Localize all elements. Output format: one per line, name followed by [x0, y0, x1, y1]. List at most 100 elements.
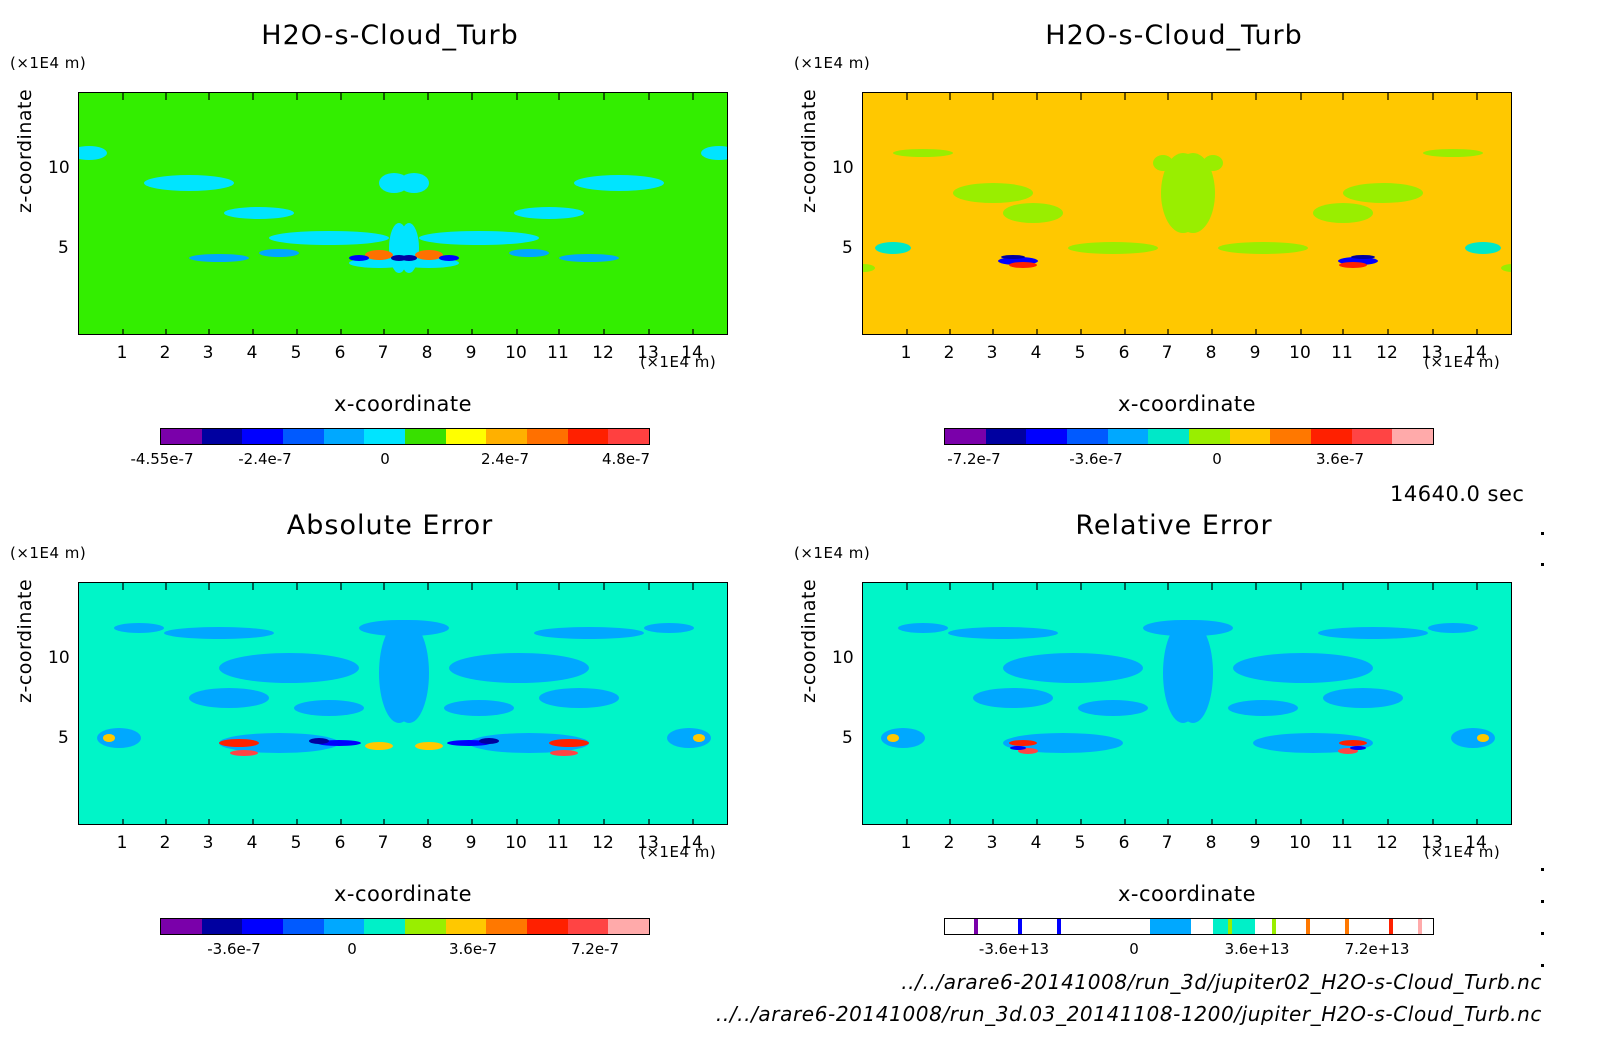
contour-region — [365, 250, 393, 260]
x-tick-label: 14 — [1465, 343, 1487, 363]
colorbar-tick-label: 4.8e-7 — [601, 450, 651, 468]
contour-region — [1233, 653, 1373, 683]
colorbar-tick-label: 3.6e+13 — [1224, 940, 1290, 958]
contour-region — [1003, 733, 1123, 753]
x-axis-label: x-coordinate — [333, 882, 472, 906]
contour-region — [1009, 740, 1037, 746]
contour-region — [444, 700, 514, 716]
colorbar-swatch — [945, 429, 986, 444]
margin-dot — [1541, 932, 1544, 935]
panel-h2o-top-right: H2O-s-Cloud_Turb (×1E4 m) z-coordinate 1… — [784, 0, 1564, 470]
colorbar — [160, 428, 650, 445]
contour-region — [439, 255, 459, 261]
contour-region — [1003, 203, 1063, 223]
contour-region — [1228, 700, 1298, 716]
colorbar-tick-label: -2.4e-7 — [238, 450, 292, 468]
contour-region — [224, 207, 294, 219]
x-tick-label: 8 — [421, 343, 433, 363]
contour-region — [1451, 728, 1495, 748]
contour-region — [644, 623, 694, 633]
contour-region — [103, 734, 115, 742]
x-tick-label: 9 — [465, 343, 477, 363]
x-axis-label: x-coordinate — [333, 392, 472, 416]
x-unit-label: (×1E4 m) — [1424, 353, 1501, 371]
contour-region — [399, 173, 429, 193]
contour-region — [1477, 734, 1489, 742]
y-tick-label: 10 — [48, 648, 70, 668]
contour-region — [559, 254, 619, 262]
x-tick-label: 2 — [943, 343, 955, 363]
colorbar-swatch — [1418, 919, 1423, 934]
contour-region — [189, 254, 249, 262]
contour-region — [1423, 149, 1483, 157]
y-unit-label: (×1E4 m) — [794, 544, 871, 562]
contour-region — [887, 734, 899, 742]
colorbar-swatch — [1228, 919, 1233, 934]
contour-region — [701, 146, 727, 160]
colorbar-tick-label: 3.6e-7 — [1315, 450, 1365, 468]
colorbar-swatch — [364, 919, 406, 934]
x-tick-label: 3 — [986, 833, 998, 853]
x-tick-label: 1 — [116, 343, 128, 363]
x-tick-label: 4 — [246, 833, 258, 853]
y-axis-label: z-coordinate — [14, 578, 36, 703]
x-tick-label: 6 — [1118, 343, 1130, 363]
x-tick-label: 4 — [1030, 833, 1042, 853]
colorbar-swatch — [1148, 429, 1190, 444]
contour-region — [1171, 153, 1215, 233]
y-tick-label: 5 — [842, 728, 853, 748]
colorbar-tick-label: 0 — [1129, 940, 1139, 958]
x-tick-label: 7 — [377, 343, 389, 363]
panel-title: H2O-s-Cloud_Turb — [1045, 20, 1303, 51]
y-axis-label: z-coordinate — [798, 578, 820, 703]
panel-h2o-top-left: H2O-s-Cloud_Turb (×1E4 m) z-coordinate 1… — [0, 0, 780, 470]
contour-region — [419, 231, 539, 245]
colorbar-swatch — [1345, 919, 1350, 934]
colorbar-swatch — [1389, 919, 1394, 934]
x-tick-label: 11 — [547, 833, 569, 853]
x-tick-label: 7 — [1161, 343, 1173, 363]
colorbar-swatch — [1392, 429, 1434, 444]
x-tick-label: 14 — [681, 343, 703, 363]
colorbar-swatch — [1149, 919, 1192, 934]
file-path-2: ../../arare6-20141008/run_3d.03_20141108… — [715, 1002, 1542, 1026]
contour-region — [294, 700, 364, 716]
x-tick-label: 14 — [681, 833, 703, 853]
colorbar-swatch — [486, 429, 528, 444]
y-tick-label: 10 — [832, 648, 854, 668]
colorbar-swatch — [1311, 429, 1352, 444]
contour-region — [79, 146, 107, 160]
x-unit-label: (×1E4 m) — [640, 353, 717, 371]
contour-region — [875, 242, 911, 254]
x-tick-label: 2 — [943, 833, 955, 853]
contour-region — [1343, 183, 1423, 203]
contour-region — [415, 742, 443, 750]
margin-dot — [1541, 900, 1544, 903]
x-tick-label: 8 — [1205, 343, 1217, 363]
colorbar-swatch — [161, 429, 202, 444]
x-tick-label: 9 — [1249, 833, 1261, 853]
x-tick-label: 12 — [592, 343, 614, 363]
x-tick-label: 13 — [637, 833, 659, 853]
colorbar-swatch — [445, 919, 487, 934]
contour-region — [693, 734, 705, 742]
x-tick-label: 2 — [159, 833, 171, 853]
x-tick-label: 11 — [1331, 343, 1353, 363]
contour-region — [667, 728, 711, 748]
colorbar-swatch — [283, 429, 324, 444]
contour-region — [401, 255, 417, 261]
colorbar — [944, 918, 1434, 935]
x-tick-label: 13 — [1421, 833, 1443, 853]
colorbar-swatch — [567, 429, 609, 444]
contour-region — [219, 739, 259, 747]
y-tick-label: 5 — [58, 238, 69, 258]
contour-region — [881, 728, 925, 748]
colorbar-swatch — [527, 429, 568, 444]
x-tick-label: 9 — [465, 833, 477, 853]
colorbar-tick-label: 7.2e+13 — [1344, 940, 1410, 958]
colorbar-swatch — [242, 919, 284, 934]
x-tick-label: 11 — [547, 343, 569, 363]
x-tick-label: 5 — [1074, 343, 1086, 363]
